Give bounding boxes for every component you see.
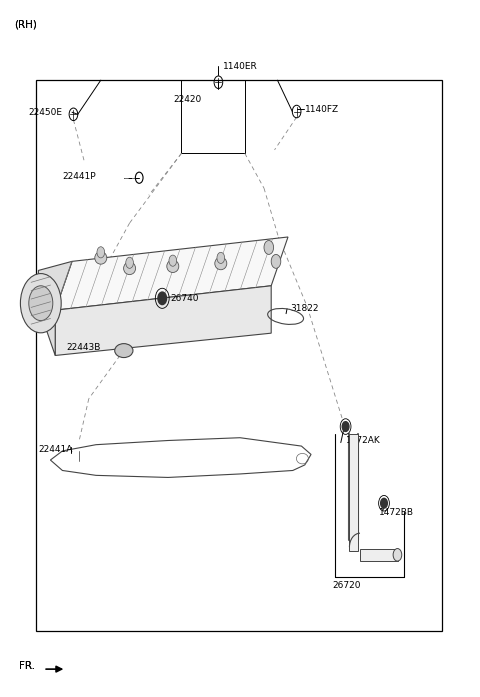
Text: (RH): (RH) bbox=[14, 20, 37, 29]
Circle shape bbox=[97, 247, 105, 258]
Text: (RH): (RH) bbox=[14, 20, 37, 29]
Text: 22441A: 22441A bbox=[38, 445, 73, 454]
Ellipse shape bbox=[167, 260, 179, 273]
Text: 22443B: 22443B bbox=[66, 343, 101, 351]
Bar bbox=[36, 80, 442, 631]
Ellipse shape bbox=[20, 273, 61, 333]
Bar bbox=[360, 549, 398, 561]
Text: 1472AK: 1472AK bbox=[346, 436, 380, 445]
Text: 22420: 22420 bbox=[174, 95, 202, 104]
Text: 26720: 26720 bbox=[332, 581, 360, 590]
Text: FR.: FR. bbox=[19, 661, 35, 671]
Polygon shape bbox=[38, 261, 72, 355]
Circle shape bbox=[342, 422, 349, 431]
Circle shape bbox=[271, 254, 281, 268]
Polygon shape bbox=[55, 237, 288, 310]
Circle shape bbox=[126, 257, 133, 268]
Text: 26740: 26740 bbox=[170, 294, 199, 302]
Circle shape bbox=[169, 255, 177, 266]
Circle shape bbox=[158, 292, 167, 305]
Ellipse shape bbox=[95, 252, 107, 264]
Ellipse shape bbox=[124, 262, 136, 275]
Circle shape bbox=[381, 498, 387, 508]
Text: 31822: 31822 bbox=[290, 305, 319, 313]
Circle shape bbox=[29, 286, 53, 321]
Circle shape bbox=[264, 240, 274, 254]
Text: 1140FZ: 1140FZ bbox=[305, 105, 339, 114]
Bar bbox=[349, 434, 358, 551]
Ellipse shape bbox=[215, 257, 227, 270]
Text: 22441P: 22441P bbox=[62, 172, 96, 181]
Text: FR.: FR. bbox=[19, 661, 35, 671]
Text: 22450E: 22450E bbox=[29, 108, 63, 116]
Circle shape bbox=[217, 252, 225, 263]
Text: 1140ER: 1140ER bbox=[223, 62, 258, 70]
Ellipse shape bbox=[393, 549, 402, 561]
Ellipse shape bbox=[115, 344, 133, 358]
Text: 1472BB: 1472BB bbox=[379, 508, 414, 516]
Polygon shape bbox=[55, 286, 271, 355]
